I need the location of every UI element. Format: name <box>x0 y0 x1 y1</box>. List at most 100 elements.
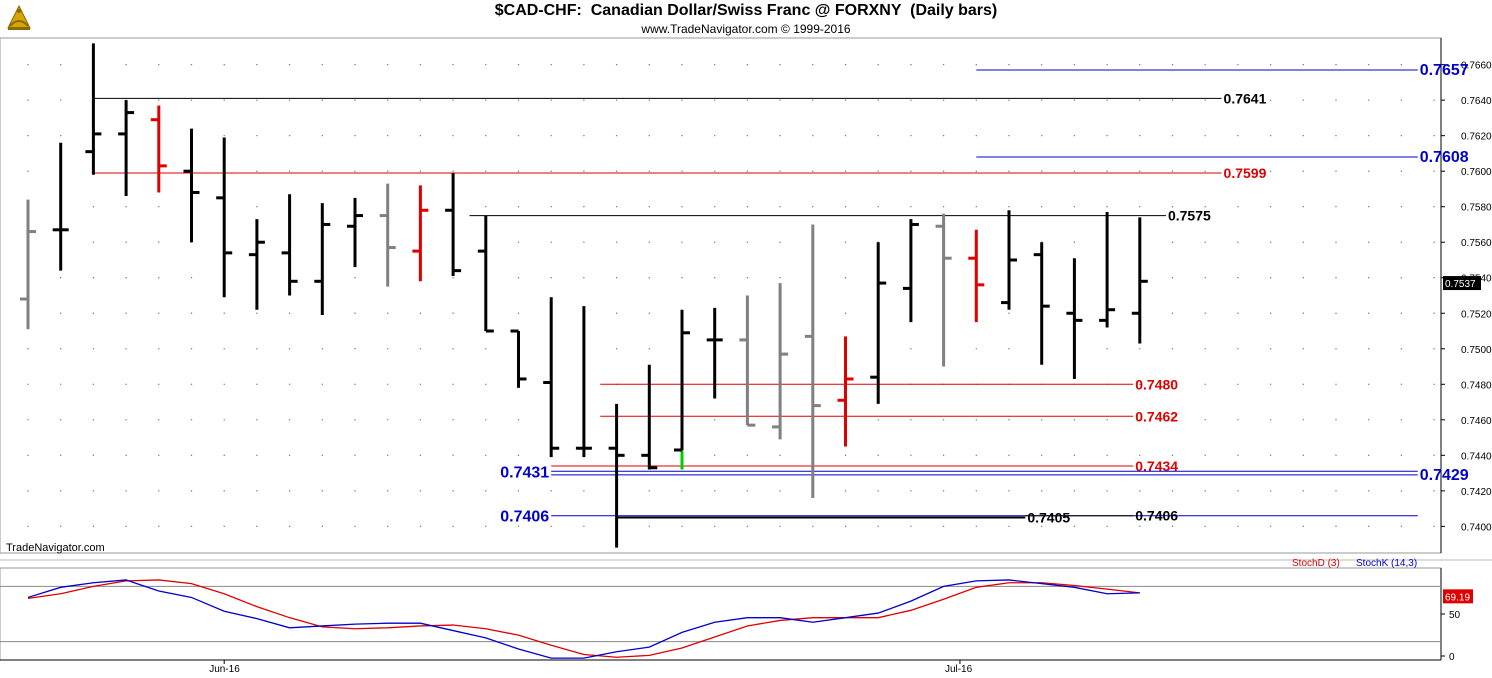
grid-dot <box>1204 525 1206 528</box>
grid-dot <box>517 241 520 243</box>
grid-dot <box>158 490 160 492</box>
grid-dot <box>1073 99 1076 101</box>
grid-dot <box>158 206 160 208</box>
grid-dot <box>975 348 977 350</box>
grid-dot <box>1008 134 1010 137</box>
grid-dot <box>746 490 749 492</box>
grid-dot <box>975 206 977 208</box>
ohlc-bar <box>772 283 789 440</box>
grid-dot <box>452 99 454 101</box>
grid-dot <box>615 277 618 279</box>
grid-dot <box>1237 419 1239 421</box>
grid-dot <box>714 170 716 172</box>
grid-dot <box>1139 490 1141 492</box>
grid-dot <box>1302 63 1305 66</box>
grid-dot <box>615 99 618 101</box>
grid-dot <box>1368 348 1370 350</box>
grid-dot <box>256 454 258 457</box>
grid-dot <box>1171 241 1174 243</box>
grid-dot <box>1269 419 1272 421</box>
grid-dot <box>779 63 781 66</box>
ohlc-bar <box>1001 210 1017 310</box>
ohlc-bar <box>412 185 429 282</box>
grid-dot <box>1106 206 1108 208</box>
grid-dot <box>1237 134 1239 137</box>
grid-dot <box>1400 134 1403 137</box>
grid-dot <box>1269 312 1272 314</box>
grid-dot <box>27 348 29 350</box>
grid-dot <box>27 170 29 172</box>
grid-dot <box>877 490 879 492</box>
grid-dot <box>223 525 225 528</box>
grid-dot <box>256 348 258 350</box>
grid-dot <box>550 206 552 208</box>
grid-dot <box>1204 170 1206 172</box>
grid-dot <box>1400 525 1403 528</box>
grid-dot <box>256 383 258 385</box>
stoch-y-tick-label: 0 <box>1449 652 1455 663</box>
grid-dot <box>223 63 225 66</box>
grid-dot <box>1237 383 1239 385</box>
grid-dot <box>1171 525 1174 528</box>
grid-dot <box>648 206 650 208</box>
grid-dot <box>125 206 127 208</box>
grid-dot <box>714 454 716 457</box>
grid-dot <box>1073 419 1076 421</box>
grid-dot <box>714 241 716 243</box>
grid-dot <box>1008 348 1010 350</box>
grid-dot <box>812 134 814 137</box>
grid-dot <box>1433 170 1435 172</box>
grid-dot <box>910 170 912 172</box>
grid-dot <box>60 99 62 101</box>
grid-dot <box>1400 419 1403 421</box>
grid-dot <box>615 348 618 350</box>
grid-dot <box>1302 170 1305 172</box>
grid-dot <box>1269 383 1272 385</box>
grid-dot <box>1073 525 1076 528</box>
grid-dot <box>190 419 193 421</box>
ohlc-bar <box>575 306 592 458</box>
last-price-label: 0.7537 <box>1445 279 1476 290</box>
grid-dot <box>419 99 422 101</box>
grid-dot <box>1204 277 1206 279</box>
price-pane: 0.7400 0.7420 0.7440 0.7460 0.7480 0.7500 0.75… <box>0 37 1492 554</box>
grid-dot <box>615 134 618 137</box>
grid-dot <box>877 99 879 101</box>
grid-dot <box>1106 454 1108 457</box>
grid-dot <box>1400 454 1403 457</box>
grid-dot <box>485 170 487 172</box>
level-label-0.7429: 0.7429 <box>1420 467 1469 484</box>
grid-dot <box>419 383 422 385</box>
grid-dot <box>1041 99 1043 101</box>
grid-dot <box>1073 206 1076 208</box>
grid-dot <box>354 170 356 172</box>
grid-dot <box>1139 419 1141 421</box>
grid-dot <box>354 99 356 101</box>
grid-dot <box>1171 170 1174 172</box>
y-tick-label: 0.7520 <box>1461 309 1492 320</box>
ohlc-bar <box>510 329 527 388</box>
y-tick-label: 0.7440 <box>1461 451 1492 462</box>
grid-dot <box>1204 490 1206 492</box>
grid-dot <box>321 348 323 350</box>
grid-dot <box>942 419 945 421</box>
grid-dot <box>1008 206 1010 208</box>
y-tick-label: 0.7620 <box>1461 132 1492 143</box>
ohlc-bar <box>118 100 135 197</box>
grid-dot <box>1008 312 1010 314</box>
grid-dot <box>942 170 945 172</box>
grid-dot <box>1171 419 1174 421</box>
grid-dot <box>190 312 193 314</box>
grid-dot <box>1269 277 1272 279</box>
grid-dot <box>517 63 520 66</box>
grid-dot <box>1008 170 1010 172</box>
grid-dot <box>583 170 585 172</box>
grid-dot <box>1008 454 1010 457</box>
grid-dot <box>321 525 323 528</box>
ohlc-bar <box>20 199 36 330</box>
grid-dot <box>779 454 781 457</box>
grid-dot <box>288 134 291 137</box>
grid-dot <box>517 419 520 421</box>
grid-dot <box>975 490 977 492</box>
stochD-line <box>27 579 1140 658</box>
